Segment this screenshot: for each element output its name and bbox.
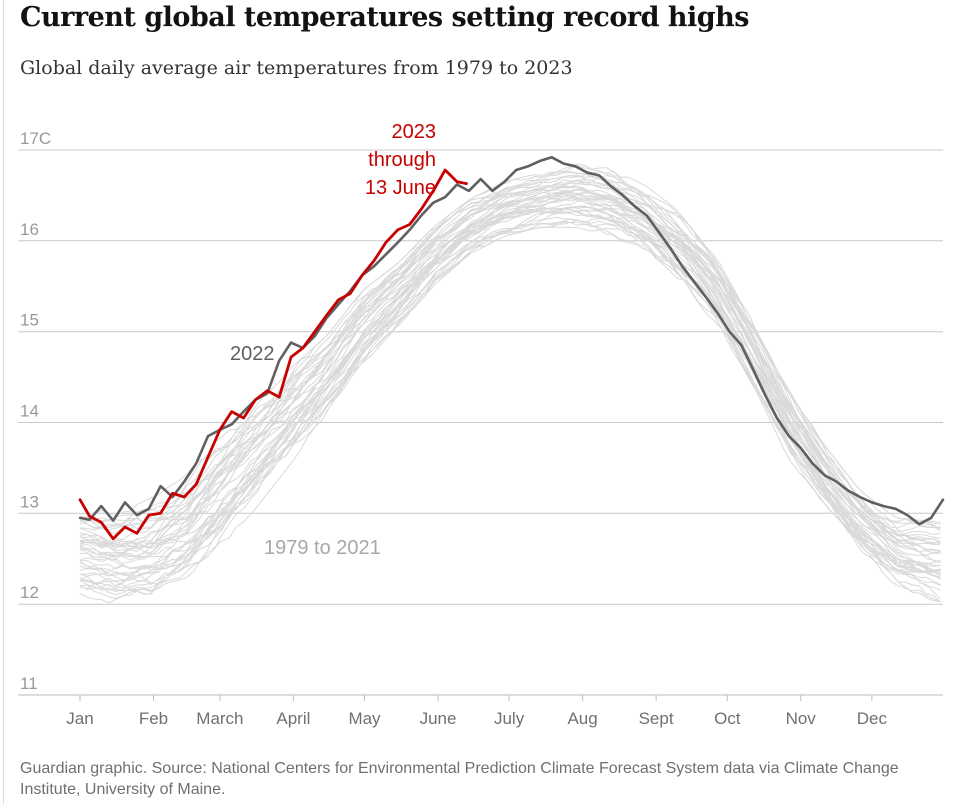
history-line [79,205,941,600]
y-tick-label: 16 [20,220,39,239]
y-tick-label: 14 [20,402,39,421]
annotation-2023-date: 13 June [365,177,436,199]
y-tick-labels: 17C 16 15 14 13 12 11 [20,129,51,693]
annotation-2022: 2022 [230,343,275,365]
history-line [79,192,941,572]
history-line [79,207,941,603]
y-tick-label: 13 [20,492,39,511]
x-tick-label: Feb [139,709,168,728]
history-line [79,179,941,543]
history-line [79,188,941,548]
annotations: 2023 through 13 June 2022 1979 to 2021 [230,121,436,559]
x-axis: Jan Feb March April May June July Aug Sept Oct Nov… [18,694,943,728]
history-line [79,205,941,589]
history-line [79,208,941,577]
history-line [79,208,941,577]
x-tick-label: Jan [66,709,93,728]
history-line [79,174,941,554]
chart-subtitle: Global daily average air temperatures fr… [20,57,573,79]
source-note: Guardian graphic. Source: National Cente… [20,760,899,798]
left-rule [3,0,4,804]
history-line [79,170,941,529]
annotation-history: 1979 to 2021 [264,537,381,559]
history-line [79,197,941,561]
history-line [79,163,941,537]
y-tick-label: 15 [20,311,39,330]
line-2023 [78,168,468,541]
y-tick-label: 12 [20,583,39,602]
x-tick-label: Aug [567,709,597,728]
history-line [79,185,941,548]
x-tick-label: March [196,709,243,728]
x-tick-label: Sept [639,709,674,728]
history-line [79,175,941,533]
history-line [79,191,941,556]
history-line [79,192,941,563]
history-line [79,182,941,554]
x-tick-label: Oct [714,709,741,728]
history-line [79,199,941,571]
history-line [79,191,941,572]
x-tick-label: July [494,709,525,728]
annotation-2023-year: 2023 [392,121,437,143]
annotation-2023-through: through [368,149,436,171]
chart-title: Current global temperatures setting reco… [20,2,749,33]
history-series [79,163,941,604]
x-tick-label: April [276,709,310,728]
history-line [79,206,941,578]
y-tick-label: 11 [20,674,38,693]
history-line [79,196,941,564]
history-line [79,221,941,593]
series-2023 [78,168,468,541]
x-tick-label: May [348,709,381,728]
x-tick-label: Nov [786,709,817,728]
x-tick-label: June [420,709,457,728]
x-tick-label: Dec [857,709,888,728]
history-line [79,220,941,600]
y-tick-label: 17C [20,129,51,148]
